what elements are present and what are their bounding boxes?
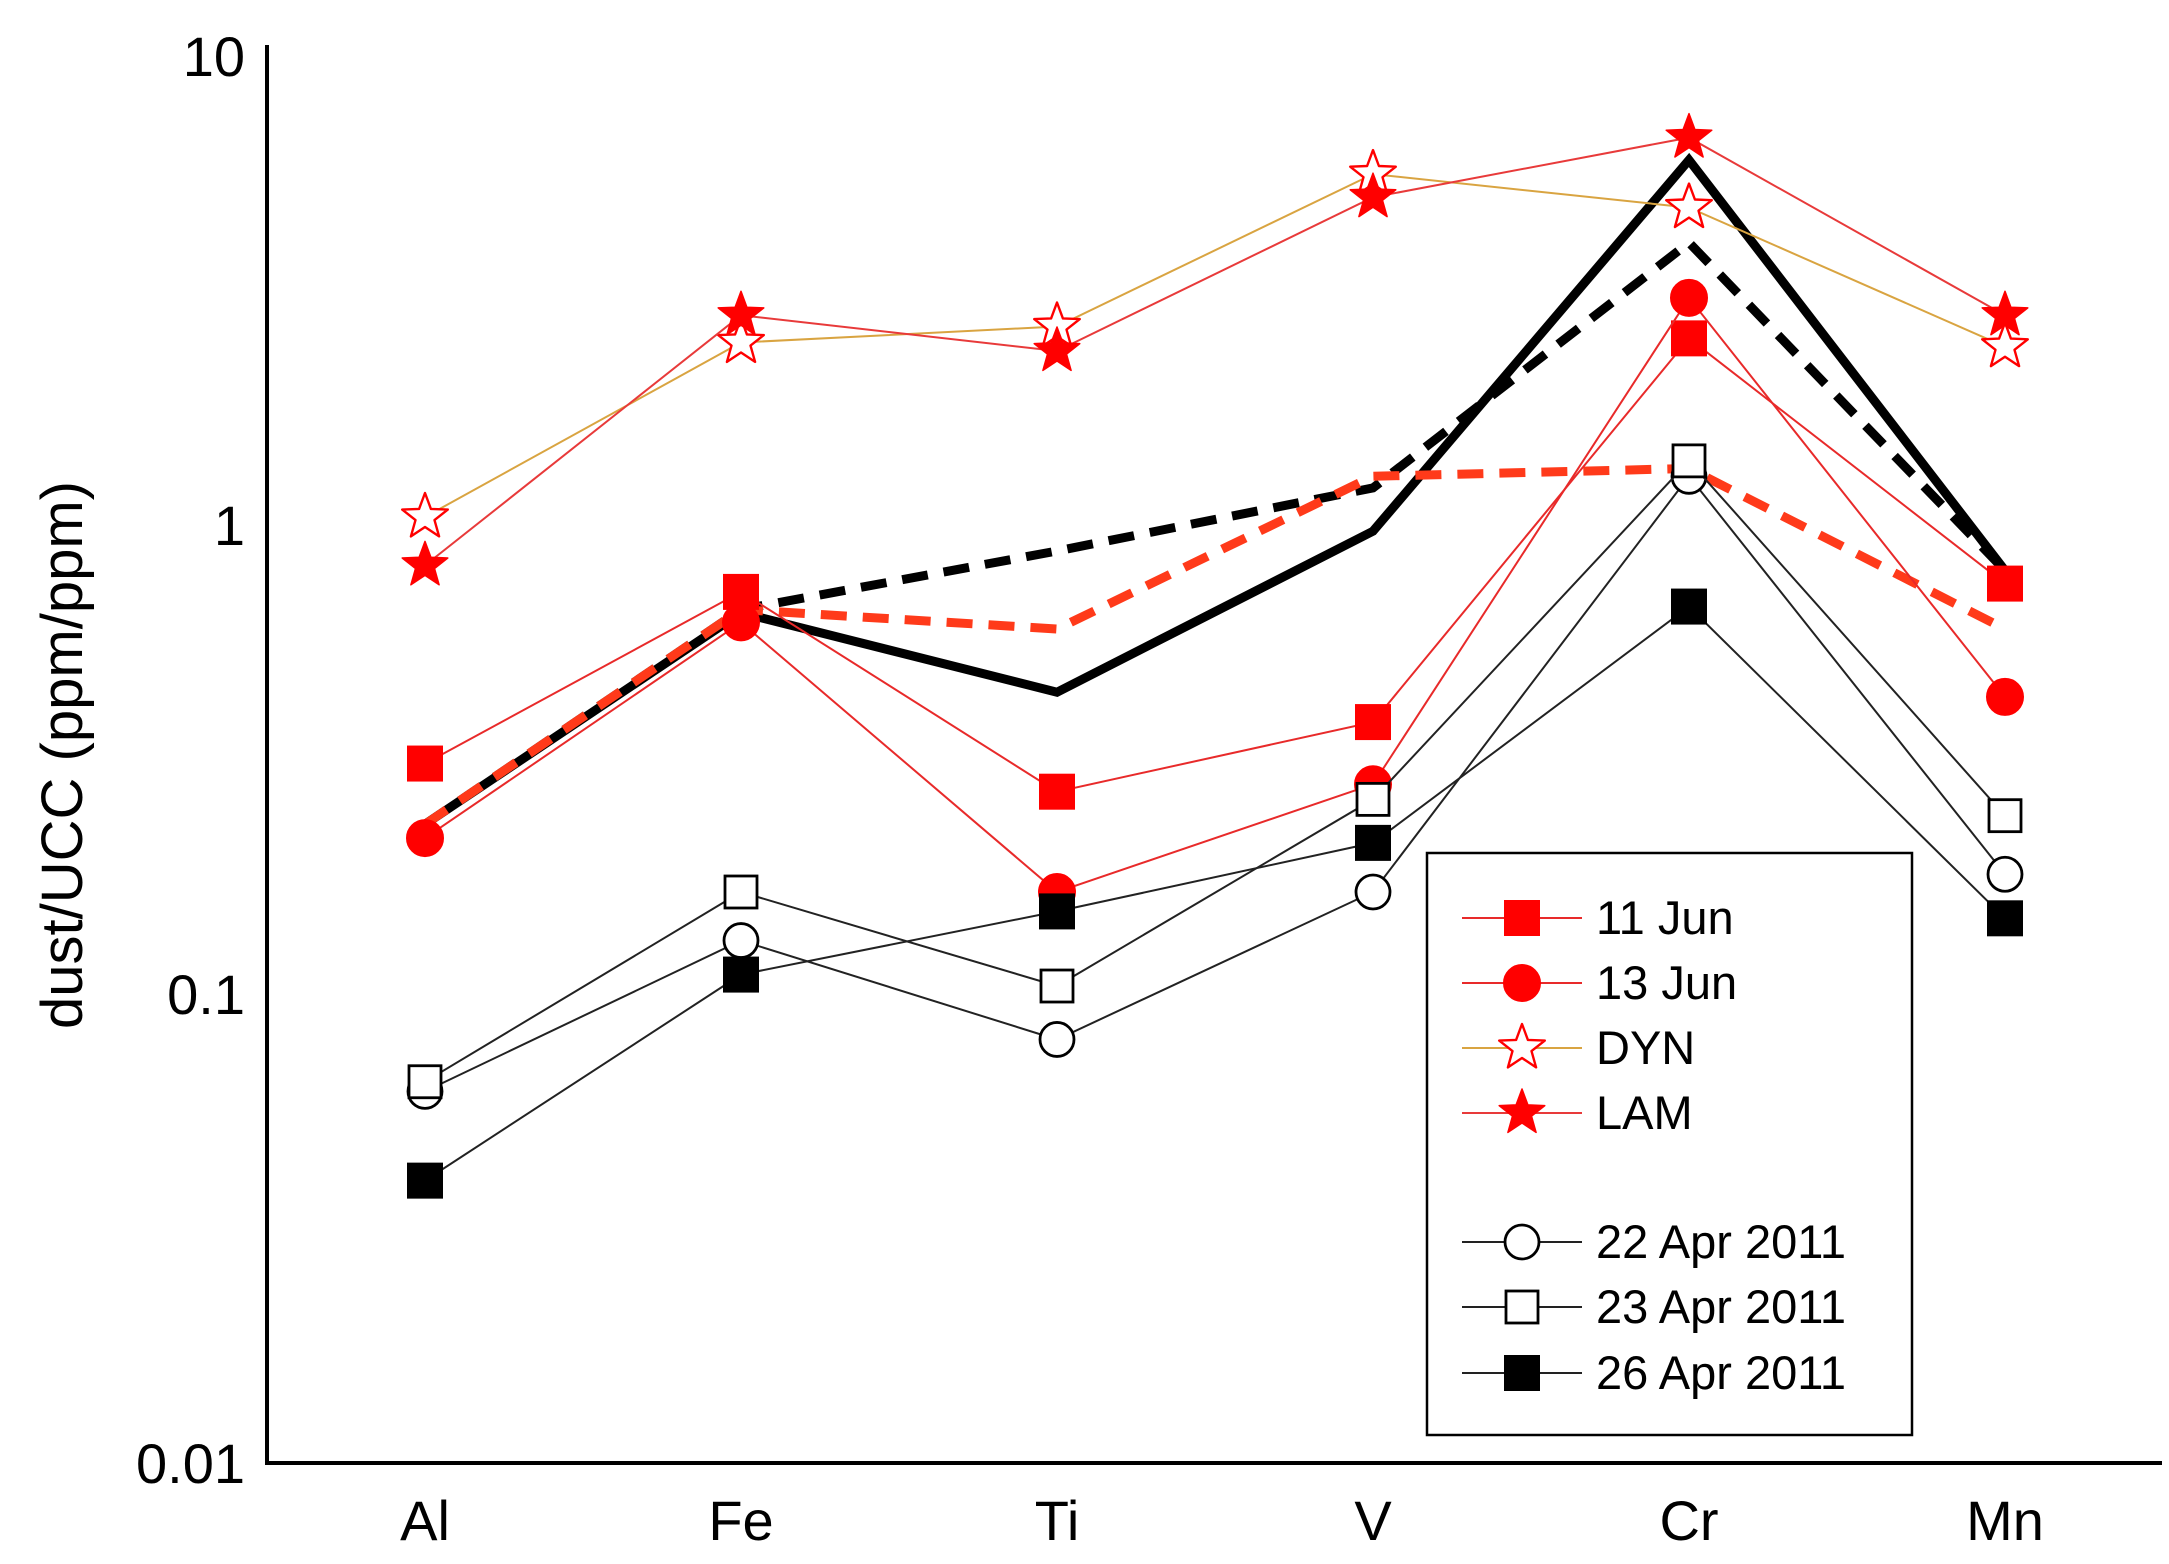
series-line bbox=[422, 152, 2009, 829]
data-point bbox=[1665, 112, 1713, 158]
series-23-apr-2011 bbox=[407, 443, 2023, 1100]
data-point bbox=[1981, 290, 2029, 336]
legend-item: 13 Jun bbox=[1462, 956, 1737, 1009]
legend-label: 11 Jun bbox=[1596, 891, 1734, 944]
x-tick-label: V bbox=[1354, 1489, 1392, 1552]
data-point bbox=[407, 1064, 443, 1100]
data-point bbox=[1349, 172, 1397, 218]
legend-marker bbox=[1498, 1088, 1546, 1134]
x-tick-label: Cr bbox=[1659, 1489, 1718, 1552]
data-point bbox=[1355, 781, 1391, 817]
legend-item: DYN bbox=[1462, 1021, 1695, 1074]
data-point bbox=[1039, 893, 1075, 930]
series-line bbox=[424, 474, 2006, 1093]
legend-marker bbox=[1504, 900, 1540, 936]
data-point bbox=[1987, 798, 2023, 834]
legend-marker bbox=[1503, 964, 1541, 1002]
data-point bbox=[406, 819, 444, 858]
series-black-dashed bbox=[422, 236, 2009, 829]
legend-label: 13 Jun bbox=[1596, 956, 1737, 1009]
data-point bbox=[407, 745, 443, 782]
series-13-jun bbox=[406, 278, 2024, 911]
legend-item: LAM bbox=[1462, 1086, 1693, 1139]
legend-marker bbox=[1504, 1289, 1540, 1325]
legend-label: 22 Apr 2011 bbox=[1596, 1215, 1846, 1268]
data-point bbox=[1671, 320, 1707, 357]
data-point bbox=[407, 1162, 443, 1199]
series-line bbox=[424, 173, 2006, 518]
series-26-apr-2011 bbox=[407, 588, 2023, 1199]
series-dyn bbox=[401, 148, 2030, 538]
y-tick-label: 0.01 bbox=[136, 1432, 245, 1495]
data-point bbox=[1039, 773, 1075, 810]
data-point bbox=[1986, 855, 2024, 893]
data-point bbox=[1664, 182, 1714, 229]
x-tick-label: Al bbox=[400, 1489, 450, 1552]
x-tick-label: Ti bbox=[1035, 1489, 1080, 1552]
legend-item: 23 Apr 2011 bbox=[1462, 1280, 1846, 1333]
series-line bbox=[424, 459, 2006, 1083]
data-point bbox=[717, 290, 765, 336]
series-lam bbox=[401, 112, 2029, 586]
data-point bbox=[1355, 704, 1391, 741]
legend-label: 26 Apr 2011 bbox=[1596, 1346, 1846, 1399]
data-point bbox=[1980, 321, 2030, 368]
legend-item: 22 Apr 2011 bbox=[1462, 1215, 1846, 1268]
data-point bbox=[723, 874, 759, 910]
data-point bbox=[723, 956, 759, 993]
data-point bbox=[1039, 968, 1075, 1004]
series-line bbox=[424, 605, 2006, 1182]
y-tick-label: 0.1 bbox=[167, 963, 245, 1026]
x-tick-label: Mn bbox=[1966, 1489, 2044, 1552]
x-tick-label: Fe bbox=[708, 1489, 773, 1552]
series-line bbox=[422, 463, 2008, 829]
data-point bbox=[401, 491, 449, 538]
data-point bbox=[1987, 900, 2023, 937]
y-axis-title: dust/UCC (ppm/ppm) bbox=[30, 481, 95, 1029]
data-point bbox=[717, 317, 765, 364]
data-point bbox=[1038, 1021, 1076, 1058]
series-11-jun bbox=[407, 320, 2023, 810]
data-point bbox=[1671, 588, 1707, 625]
data-point bbox=[401, 540, 449, 586]
series-layer bbox=[401, 112, 2030, 1199]
legend-items: 11 Jun 13 Jun DYN LAM 22 Apr 2011 23 Apr 2011… bbox=[1462, 891, 1846, 1399]
series-line bbox=[422, 236, 2009, 829]
series-line bbox=[424, 337, 2006, 793]
data-point bbox=[1986, 677, 2024, 716]
data-point bbox=[722, 603, 760, 642]
legend: 11 Jun 13 Jun DYN LAM 22 Apr 2011 23 Apr 2011… bbox=[1425, 851, 1914, 1437]
data-point bbox=[722, 922, 760, 959]
y-tick-labels: 10 1 0.1 0.01 bbox=[136, 25, 245, 1495]
data-point bbox=[1033, 326, 1081, 372]
data-point bbox=[1987, 565, 2023, 602]
y-tick-label: 10 bbox=[183, 25, 245, 88]
data-point bbox=[1671, 443, 1707, 479]
legend-marker bbox=[1503, 1223, 1541, 1261]
legend-item: 11 Jun bbox=[1462, 891, 1734, 944]
legend-marker bbox=[1504, 1355, 1540, 1391]
series-black-solid bbox=[422, 152, 2009, 829]
data-point bbox=[1354, 873, 1392, 911]
x-tick-labels: Al Fe Ti V Cr Mn bbox=[400, 1489, 2044, 1552]
data-point bbox=[723, 573, 759, 610]
series-line bbox=[424, 296, 2006, 894]
series-red-dashed bbox=[422, 463, 2008, 829]
legend-label: 23 Apr 2011 bbox=[1596, 1280, 1846, 1333]
legend-marker bbox=[1497, 1022, 1547, 1069]
y-tick-label: 1 bbox=[214, 494, 245, 557]
legend-item: 26 Apr 2011 bbox=[1462, 1346, 1846, 1399]
series-line bbox=[424, 136, 2006, 567]
legend-label: LAM bbox=[1596, 1086, 1693, 1139]
legend-box bbox=[1425, 851, 1914, 1437]
legend-label: DYN bbox=[1596, 1021, 1695, 1074]
data-point bbox=[1670, 278, 1708, 317]
axes bbox=[265, 45, 2162, 1465]
data-point bbox=[1355, 824, 1391, 861]
